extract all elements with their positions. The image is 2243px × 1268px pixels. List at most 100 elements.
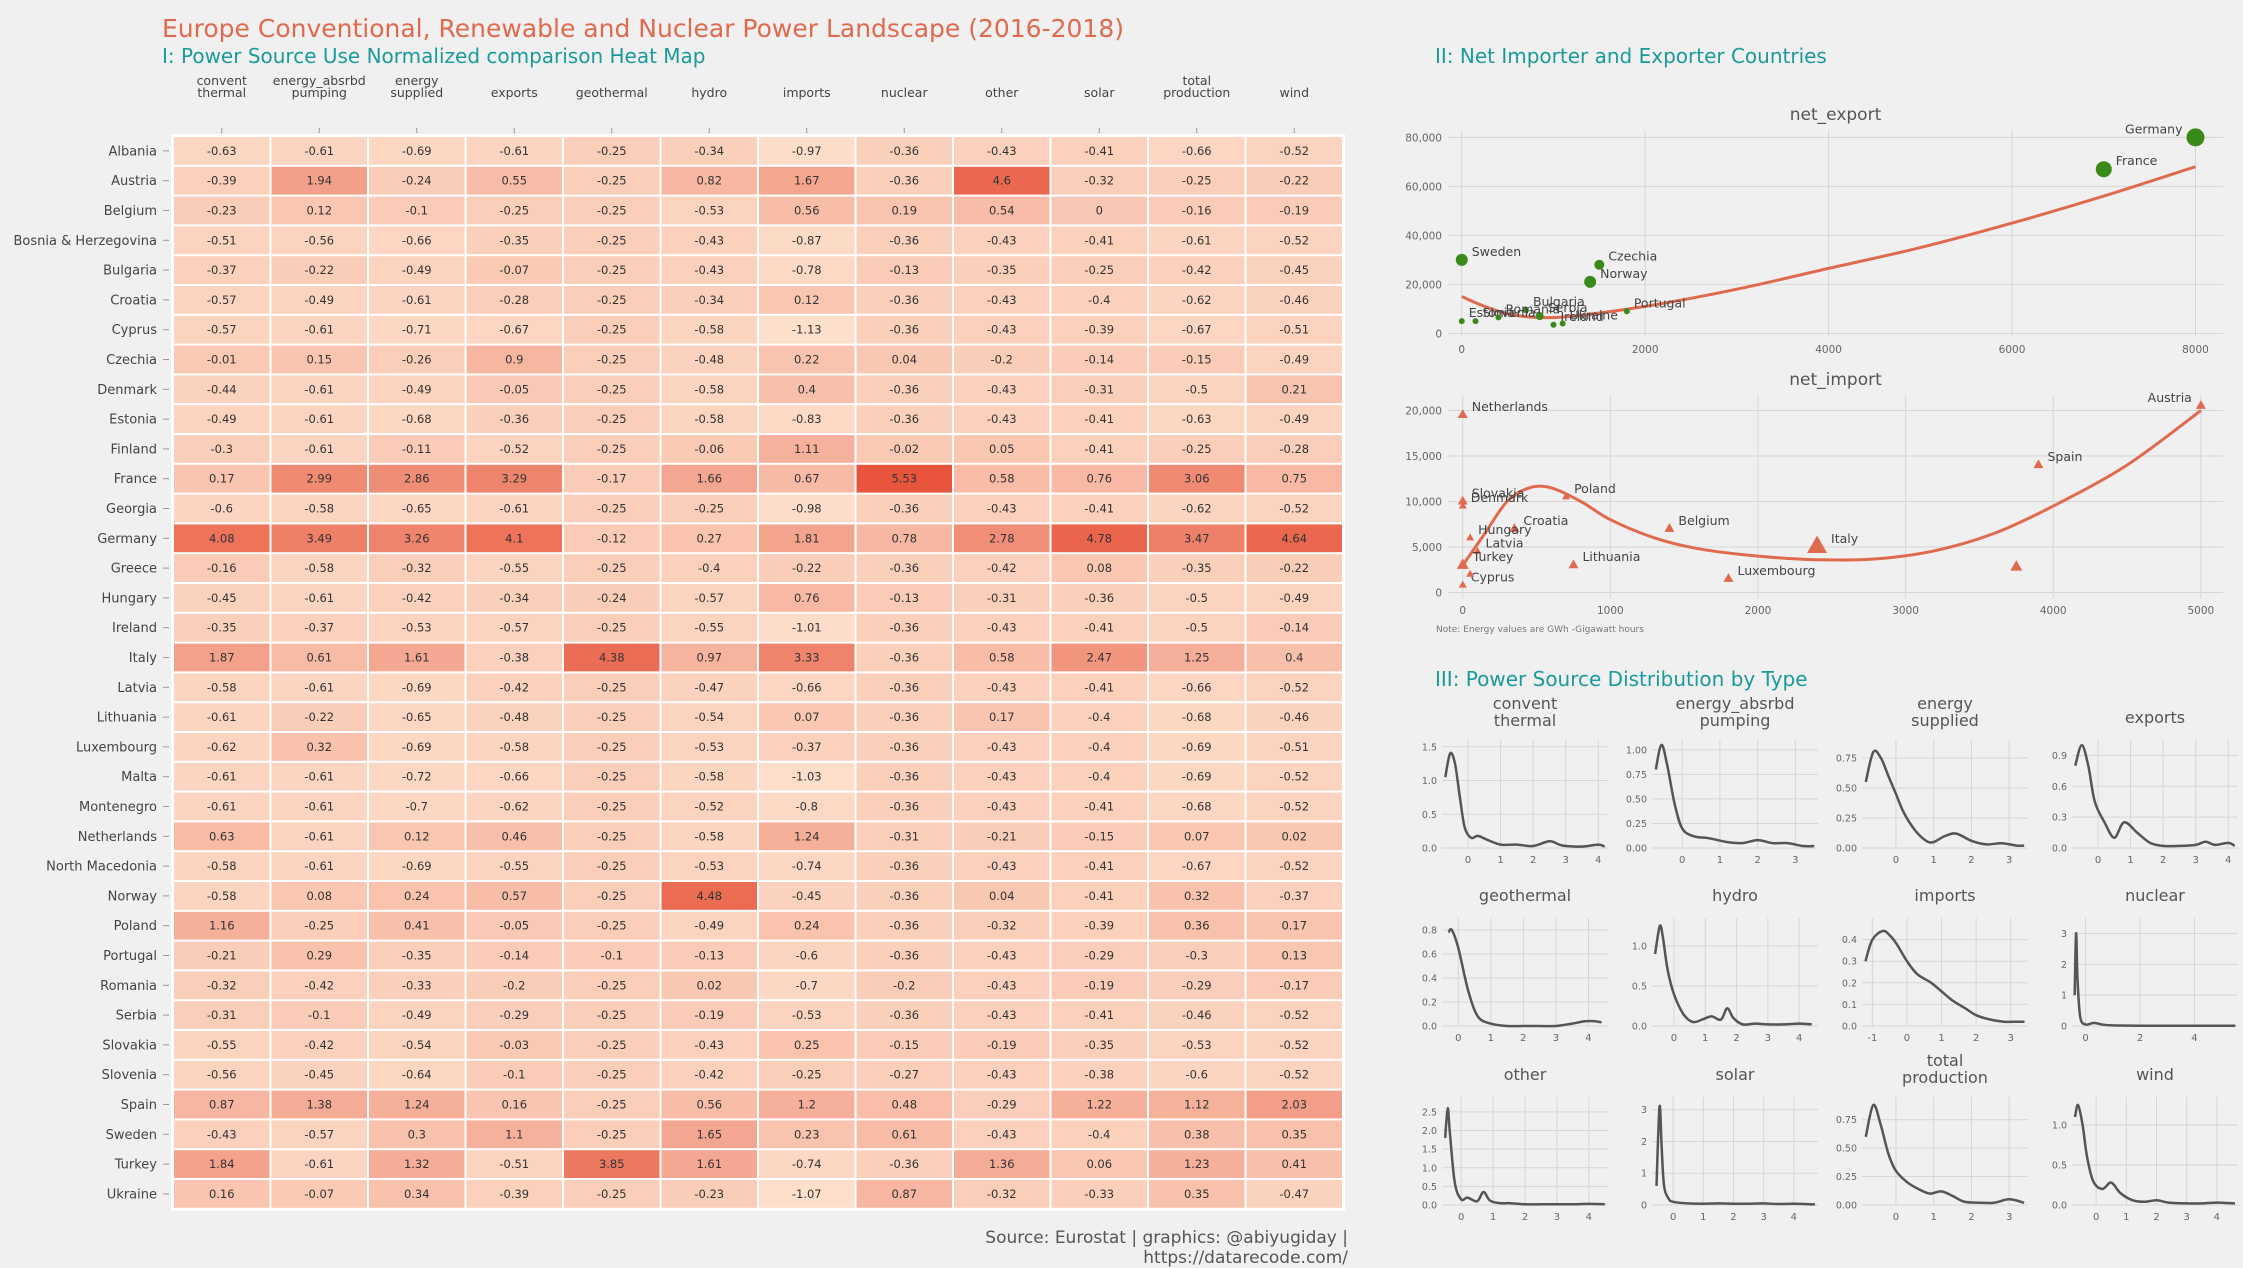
cell-value: -0.61 <box>304 680 334 694</box>
cell-value: 0.12 <box>794 293 820 307</box>
cell-value: 0.4 <box>1285 651 1303 665</box>
cell-value: -0.5 <box>1186 591 1208 605</box>
heatmap-cell <box>1246 941 1342 970</box>
heatmap-cell <box>661 1090 757 1119</box>
cell-value: -0.28 <box>1279 442 1309 456</box>
heatmap-cell <box>369 464 465 493</box>
cell-value: -0.52 <box>1279 1008 1309 1022</box>
data-point <box>2095 161 2112 178</box>
cell-value: -0.61 <box>304 859 334 873</box>
y-tick-label: 20,000 <box>1405 405 1442 417</box>
cell-value: -0.34 <box>694 144 724 158</box>
y-tick-label: 0.2 <box>1842 978 1857 989</box>
heatmap-cell <box>661 166 757 195</box>
cell-value: -0.25 <box>597 1008 627 1022</box>
heatmap-cell <box>759 673 855 702</box>
cell-value: -0.66 <box>792 680 822 694</box>
cell-value: 0.25 <box>794 1038 820 1052</box>
heatmap-cell <box>954 792 1050 821</box>
heatmap-cell <box>1246 911 1342 940</box>
y-tick-label: 0.50 <box>1626 794 1647 805</box>
cell-value: -0.41 <box>1084 859 1114 873</box>
heatmap-cell <box>1246 882 1342 910</box>
heatmap-cell <box>466 315 562 344</box>
heatmap-cell <box>1051 256 1147 284</box>
heatmap-cell <box>856 256 952 284</box>
cell-value: -0.34 <box>499 591 529 605</box>
cell-value: 4.78 <box>1086 531 1112 545</box>
density-curve <box>1447 927 1602 1028</box>
cell-value: -0.61 <box>304 382 334 396</box>
x-tick-label: 1 <box>1490 1212 1496 1223</box>
x-tick-label: 4 <box>1586 1212 1592 1223</box>
cell-value: -0.2 <box>503 978 525 992</box>
heatmap-cell <box>1246 1060 1342 1089</box>
cell-value: -0.43 <box>987 293 1017 307</box>
cell-value: -0.25 <box>792 1068 822 1082</box>
cell-value: -0.43 <box>987 144 1017 158</box>
cell-value: 0.46 <box>501 829 527 843</box>
heatmap-cell <box>564 1060 660 1089</box>
heatmap-cell <box>369 643 465 672</box>
y-tick-label: 10,000 <box>1405 497 1442 509</box>
heatmap-cell <box>1149 1150 1245 1178</box>
cell-value: -0.61 <box>304 144 334 158</box>
heatmap-cell <box>564 673 660 702</box>
heatmap-cell <box>661 375 757 404</box>
x-tick-label: 0 <box>1670 1212 1676 1223</box>
heatmap-cell <box>466 137 562 165</box>
data-point <box>1522 307 1529 314</box>
y-tick-label: 1.5 <box>1422 1145 1437 1156</box>
heatmap-cell <box>759 613 855 642</box>
cell-value: -0.69 <box>402 680 432 694</box>
cell-value: -1.07 <box>792 1187 822 1201</box>
cell-value: -0.52 <box>499 442 529 456</box>
cell-value: -0.4 <box>698 561 720 575</box>
cell-value: -0.52 <box>1279 1068 1309 1082</box>
cell-value: -0.27 <box>889 1068 919 1082</box>
y-tick-label: 0.5 <box>2052 1161 2067 1172</box>
heatmap-cell <box>1149 941 1245 970</box>
cell-value: -0.25 <box>597 1127 627 1141</box>
x-tick-label: 2 <box>1968 855 1974 866</box>
cell-value: -0.51 <box>1279 323 1309 337</box>
cell-value: 3.47 <box>1184 531 1210 545</box>
column-label: solar <box>1084 85 1115 100</box>
point-label: Turkey <box>1472 549 1514 564</box>
cell-value: -0.37 <box>1279 889 1309 903</box>
heatmap-cell <box>1246 256 1342 284</box>
heatmap-cell <box>1149 1120 1245 1149</box>
heatmap-cell <box>1051 1090 1147 1119</box>
heatmap-cell <box>271 137 367 165</box>
cell-value: -0.25 <box>694 502 724 516</box>
x-tick-label: 1 <box>1938 1033 1944 1044</box>
heatmap-cell <box>661 613 757 642</box>
heatmap-cell <box>1051 464 1147 493</box>
cell-value: -0.58 <box>694 412 724 426</box>
heatmap-cell <box>661 584 757 612</box>
y-tick-label: 0 <box>1435 588 1442 600</box>
cell-value: -0.01 <box>207 353 237 367</box>
y-tick-label: 0.8 <box>1422 926 1437 937</box>
cell-value: -0.25 <box>597 382 627 396</box>
cell-value: -0.29 <box>1182 978 1212 992</box>
heatmap-cell <box>1149 643 1245 672</box>
x-tick-label: 4 <box>1791 1212 1797 1223</box>
heatmap-cell <box>369 733 465 761</box>
cell-value: -0.68 <box>1182 800 1212 814</box>
data-point <box>1457 495 1468 505</box>
heatmap-cell <box>466 1180 562 1208</box>
panel-title: exports <box>2125 708 2185 727</box>
heatmap-cell <box>271 852 367 880</box>
heatmap-cell <box>466 494 562 523</box>
point-label: Czechia <box>1608 249 1657 264</box>
heatmap-cell <box>564 971 660 1000</box>
row-label: Ireland <box>112 621 157 636</box>
cell-value: -0.44 <box>207 382 237 396</box>
heatmap-cell <box>661 464 757 493</box>
cell-value: 0.55 <box>501 174 527 188</box>
heatmap-cell <box>1149 584 1245 612</box>
heatmap-cell <box>954 435 1050 463</box>
heatmap-cell <box>271 911 367 940</box>
panel-title: energy supplied <box>1911 694 1979 730</box>
